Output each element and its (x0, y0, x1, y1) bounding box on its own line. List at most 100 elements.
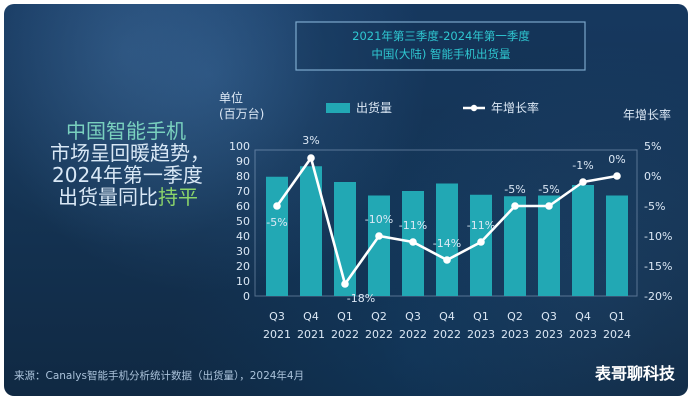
growth-point-6 (477, 238, 485, 246)
callout-line-4: 出货量同比持平 (58, 185, 198, 209)
legend-bar-swatch (326, 103, 350, 113)
right-tick-3: -10% (644, 230, 672, 243)
growth-point-3 (375, 232, 383, 240)
x-label-year-8: 2023 (535, 328, 563, 341)
callout-span-1-1: 中国智能手机 (66, 119, 186, 143)
x-label-year-7: 2023 (501, 328, 529, 341)
growth-label-4: -11% (399, 219, 427, 232)
growth-label-7: -5% (504, 183, 525, 196)
x-label-quarter-4: Q3 (405, 310, 421, 323)
bar-8 (538, 195, 560, 296)
header-box (295, 21, 586, 71)
legend-line-dot (470, 104, 478, 112)
growth-point-1 (307, 154, 315, 162)
right-tick-4: -15% (644, 260, 672, 273)
left-tick-5: 50 (236, 215, 250, 228)
bar-7 (504, 196, 526, 296)
header-title-1: 2021年第三季度-2024年第一季度 (352, 29, 530, 43)
right-ticks: 5% 0% -5% -10% -15% -20% (644, 140, 672, 303)
callout-span-2-2: 呈回暖趋势， (90, 141, 210, 165)
growth-point-4 (409, 238, 417, 246)
x-label-year-6: 2023 (467, 328, 495, 341)
x-label-quarter-7: Q2 (507, 310, 523, 323)
right-axis-label: 年增长率 (623, 107, 671, 122)
growth-point-10 (613, 172, 621, 180)
left-axis-label-1: 单位 (219, 90, 243, 105)
bar-3 (368, 195, 390, 296)
bar-0 (266, 176, 288, 296)
x-axis-labels: Q3 2021 Q4 2021 Q1 2022 Q2 2022 Q3 2022 Q4 2022 Q1 20… (263, 310, 631, 341)
left-tick-8: 80 (236, 170, 250, 183)
growth-label-3: -10% (365, 213, 393, 226)
left-tick-9: 90 (236, 155, 250, 168)
callout-span-2-1: 市场 (50, 141, 90, 165)
bar-9 (572, 185, 594, 296)
left-tick-3: 30 (236, 245, 250, 258)
x-label-quarter-8: Q3 (541, 310, 557, 323)
growth-point-2 (341, 280, 349, 288)
growth-label-0: -5% (266, 216, 287, 229)
legend-bar-label: 出货量 (356, 100, 392, 115)
x-label-year-2: 2022 (331, 328, 359, 341)
legend-line-label: 年增长率 (491, 100, 539, 115)
left-tick-6: 60 (236, 200, 250, 213)
x-label-quarter-2: Q1 (337, 310, 353, 323)
callout-line-2: 市场呈回暖趋势， (50, 141, 210, 165)
left-tick-4: 40 (236, 230, 250, 243)
line-series (273, 154, 621, 288)
left-tick-2: 20 (236, 260, 250, 273)
callout-span-3-1: 2024年第一季度 (52, 163, 203, 187)
left-tick-7: 70 (236, 185, 250, 198)
x-label-year-10: 2024 (603, 328, 631, 341)
bar-series (266, 166, 628, 296)
x-label-year-0: 2021 (263, 328, 291, 341)
growth-label-2: -18% (347, 292, 375, 305)
left-tick-1: 10 (236, 275, 250, 288)
growth-label-5: -14% (433, 237, 461, 250)
callout-line-1: 中国智能手机 (66, 119, 186, 143)
header-title-2: 中国(大陆) 智能手机出货量 (371, 47, 510, 61)
growth-label-8: -5% (538, 183, 559, 196)
x-label-year-4: 2022 (399, 328, 427, 341)
bar-5 (436, 183, 458, 296)
growth-point-9 (579, 178, 587, 186)
bar-2 (334, 182, 356, 296)
x-label-quarter-9: Q4 (575, 310, 591, 323)
callout-span-4-1: 出货量同比 (58, 185, 158, 209)
watermark: 表哥聊科技 (594, 364, 676, 383)
growth-point-5 (443, 256, 451, 264)
growth-label-6: -11% (467, 219, 495, 232)
callout-line-3: 2024年第一季度 (52, 163, 203, 187)
x-label-quarter-10: Q1 (609, 310, 625, 323)
x-label-quarter-5: Q4 (439, 310, 455, 323)
right-tick-0: 5% (644, 140, 661, 153)
growth-point-0 (273, 202, 281, 210)
left-tick-10: 100 (229, 140, 250, 153)
x-label-quarter-0: Q3 (269, 310, 285, 323)
line-labels: -5% 3% -18% -10% -11% -14% -11% -5% -5% -1% 0% (266, 134, 625, 305)
right-tick-1: 0% (644, 170, 661, 183)
right-tick-5: -20% (644, 290, 672, 303)
x-label-quarter-3: Q2 (371, 310, 387, 323)
growth-point-7 (511, 202, 519, 210)
right-tick-2: -5% (644, 200, 665, 213)
bar-10 (606, 195, 628, 296)
left-tick-0: 0 (243, 290, 250, 303)
legend: 出货量 年增长率 (326, 100, 539, 115)
x-label-year-5: 2022 (433, 328, 461, 341)
x-label-year-9: 2023 (569, 328, 597, 341)
callout-span-4-2: 持平 (158, 185, 198, 209)
x-label-year-3: 2022 (365, 328, 393, 341)
growth-label-9: -1% (572, 159, 593, 172)
growth-point-8 (545, 202, 553, 210)
source-note: 来源：Canalys智能手机分析统计数据（出货量），2024年4月 (14, 369, 304, 382)
x-label-quarter-6: Q1 (473, 310, 489, 323)
growth-label-10: 0% (608, 153, 625, 166)
left-axis-label-2: (百万台) (219, 106, 264, 121)
x-label-quarter-1: Q4 (303, 310, 319, 323)
x-label-year-1: 2021 (297, 328, 325, 341)
